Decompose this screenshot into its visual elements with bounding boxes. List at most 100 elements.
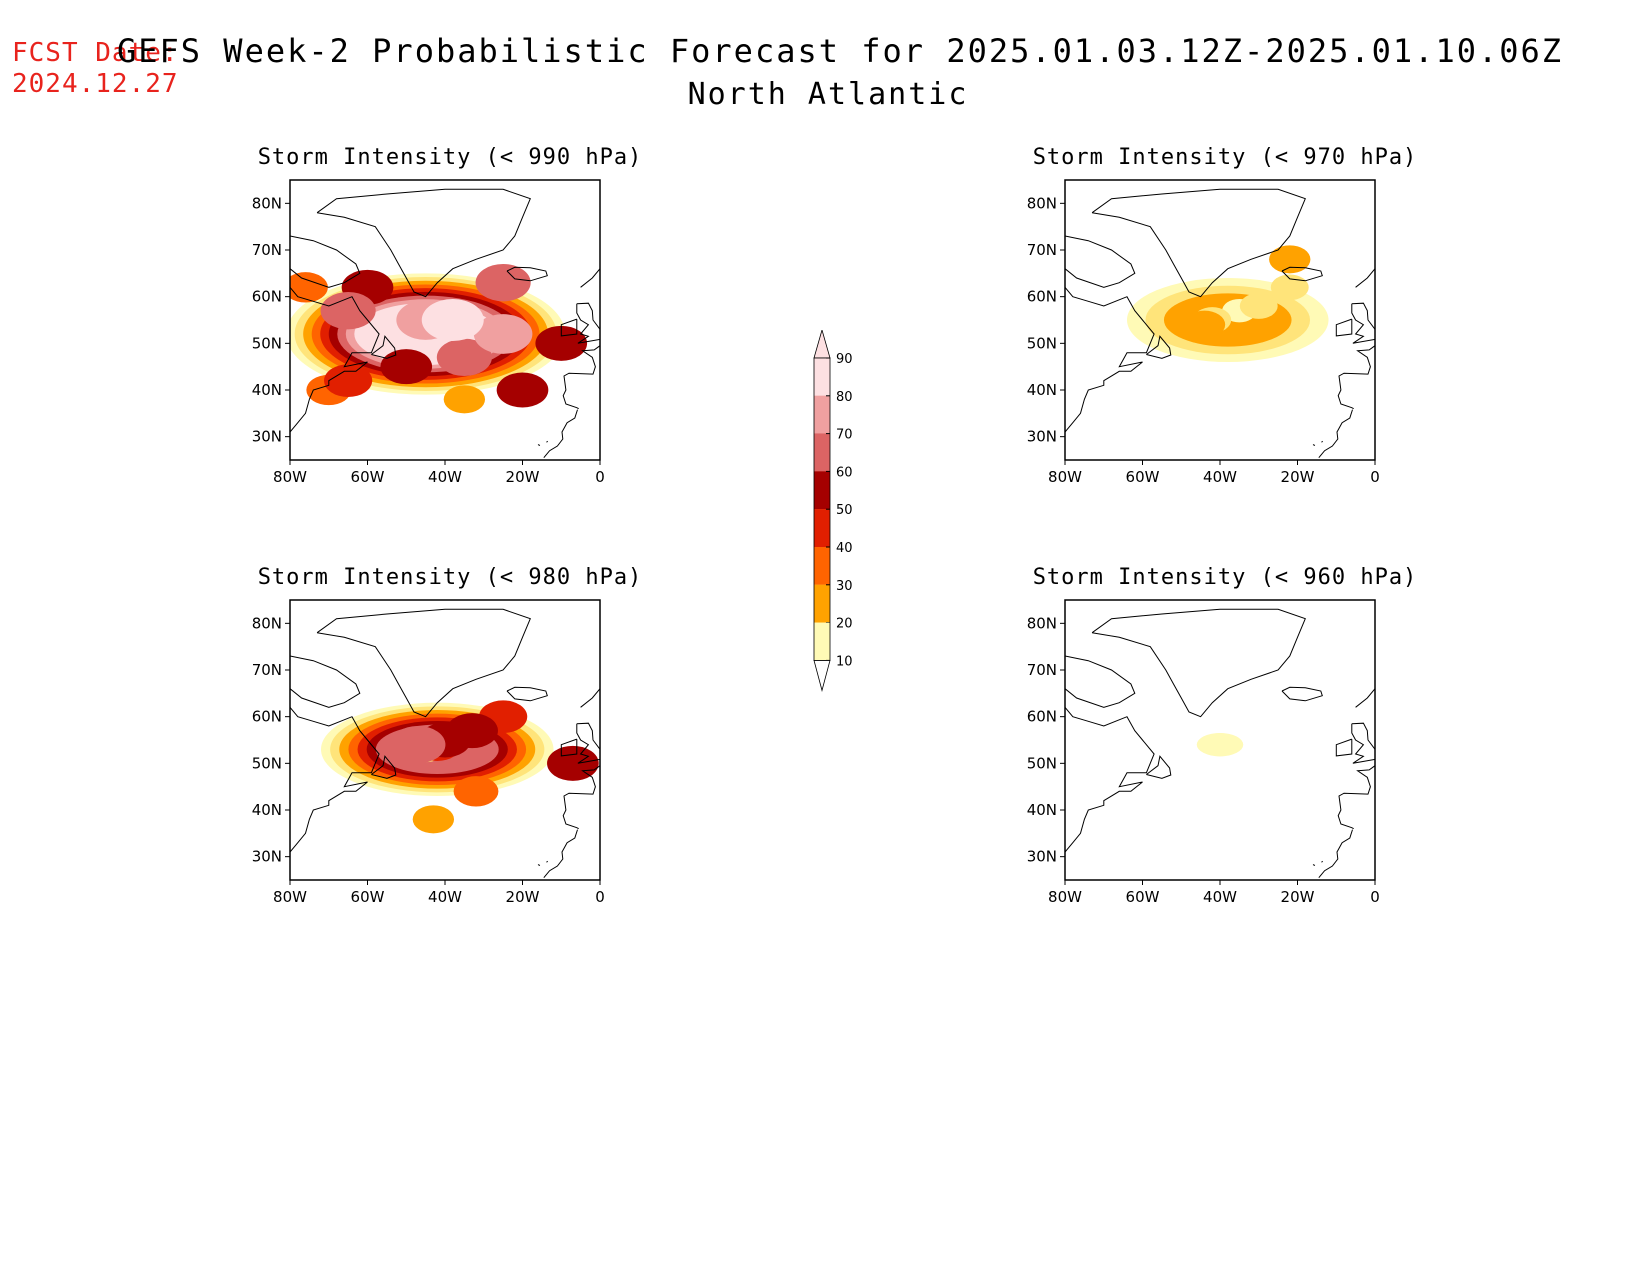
coastline — [1146, 335, 1172, 359]
lon-tick-label: 0 — [595, 888, 605, 906]
coastline — [1065, 706, 1155, 854]
lat-tick-label: 60N — [252, 708, 282, 726]
coastline — [1312, 444, 1316, 446]
coastline — [1312, 864, 1316, 866]
coastline — [1318, 829, 1353, 879]
lon-tick-label: 80W — [273, 888, 307, 906]
lat-tick-label: 80N — [252, 614, 282, 632]
lat-tick-label: 30N — [252, 428, 282, 446]
lat-tick-label: 40N — [1027, 381, 1057, 399]
colorbar-swatch — [814, 622, 830, 661]
coastline — [576, 302, 600, 344]
lat-tick-label: 50N — [252, 334, 282, 352]
colorbar-bottom-cap — [813, 660, 831, 692]
coastline — [290, 286, 380, 434]
colorbar-frame — [813, 357, 831, 661]
panel-990: Storm Intensity (< 990 hPa) 80N 70N 60N 50N… — [250, 145, 650, 505]
probability-region — [473, 314, 533, 354]
coastline — [1321, 440, 1324, 443]
coastline — [290, 655, 361, 708]
coastline — [560, 738, 578, 757]
probability-region — [547, 745, 599, 781]
coastline — [1091, 188, 1306, 298]
colorbar-label: 60 — [836, 465, 853, 480]
lat-tick-label: 70N — [252, 241, 282, 259]
colorbar-swatch — [814, 433, 830, 472]
probability-region — [421, 299, 484, 341]
lon-tick-label: 40W — [428, 888, 462, 906]
lat-tick-label: 50N — [252, 754, 282, 772]
lat-tick-label: 60N — [1027, 708, 1057, 726]
subtitle: North Atlantic — [687, 77, 969, 112]
lon-tick-label: 60W — [1126, 468, 1160, 486]
colorbar-swatch — [814, 547, 830, 585]
lon-tick-label: 0 — [1370, 468, 1380, 486]
lat-tick-label: 30N — [1027, 428, 1057, 446]
coastline — [1318, 409, 1353, 459]
panel-title: Storm Intensity (< 990 hPa) — [257, 145, 643, 170]
forecast-date-label: FCST Date: — [12, 38, 179, 68]
coastline — [1065, 286, 1155, 434]
lat-tick-label: 40N — [252, 801, 282, 819]
coastline — [560, 318, 578, 337]
lat-tick-label: 70N — [252, 661, 282, 679]
coastline — [537, 444, 541, 446]
probability-region — [324, 364, 373, 397]
colorbar-top-cap — [813, 330, 831, 359]
probability-region — [390, 726, 446, 764]
forecast-date-value: 2024.12.27 — [12, 69, 179, 99]
coastline — [316, 188, 531, 298]
main-title: GEFS Week-2 Probabilistic Forecast for 2… — [116, 32, 1564, 70]
coastline — [1335, 318, 1353, 337]
colorbar-label: 40 — [836, 541, 853, 556]
coastline — [576, 722, 600, 764]
lon-tick-label: 60W — [351, 888, 385, 906]
coastline — [316, 608, 531, 718]
coastline — [506, 266, 548, 282]
coastline — [546, 440, 549, 443]
lon-tick-label: 0 — [595, 468, 605, 486]
colorbar-swatch — [814, 395, 830, 434]
probability-region — [1270, 274, 1309, 301]
panel-960: Storm Intensity (< 960 hPa) 80N 70N 60N 50N… — [1025, 565, 1425, 925]
colorbar-swatch — [814, 509, 830, 547]
colorbar-label: 20 — [836, 617, 853, 632]
coastline — [1281, 266, 1323, 282]
probability-region — [443, 385, 486, 414]
coastline — [543, 829, 578, 879]
coastline — [290, 235, 361, 288]
lon-tick-label: 80W — [1048, 468, 1082, 486]
lat-tick-label: 60N — [252, 288, 282, 306]
coastline — [371, 335, 397, 359]
coastline — [543, 409, 578, 459]
panel-title: Storm Intensity (< 980 hPa) — [257, 565, 643, 590]
lat-tick-label: 50N — [1027, 754, 1057, 772]
coastline — [506, 686, 548, 702]
coastline — [1355, 688, 1375, 708]
coastline — [1351, 722, 1375, 764]
colorbar-swatch — [814, 358, 830, 396]
map: 80N 70N 60N 50N 40N 30N 80W 60W 40W 20W 0 — [252, 599, 605, 906]
colorbar-label: 30 — [836, 579, 853, 594]
probability-region — [1269, 245, 1311, 274]
lat-tick-label: 50N — [1027, 334, 1057, 352]
coastline — [1146, 755, 1172, 779]
colorbar-label: 70 — [836, 428, 853, 443]
probability-region — [1202, 733, 1238, 757]
lat-tick-label: 80N — [1027, 614, 1057, 632]
probability-region — [446, 713, 498, 749]
lat-tick-label: 30N — [1027, 848, 1057, 866]
lon-tick-label: 0 — [1370, 888, 1380, 906]
coastline — [1355, 268, 1375, 288]
colorbar-label: 80 — [836, 390, 853, 405]
lat-tick-label: 60N — [1027, 288, 1057, 306]
colorbar-label: 90 — [836, 352, 853, 367]
coastline — [1065, 655, 1136, 708]
panel-970: Storm Intensity (< 970 hPa) 80N 70N 60N 50N… — [1025, 145, 1425, 505]
probability-region — [1239, 293, 1278, 319]
panel-980: Storm Intensity (< 980 hPa) 80N 70N 60N 50N… — [250, 565, 650, 925]
lat-tick-label: 70N — [1027, 661, 1057, 679]
coastline — [1091, 608, 1306, 718]
lon-tick-label: 20W — [1281, 888, 1315, 906]
colorbar: 90 80 70 60 50 40 30 20 10 — [813, 330, 853, 692]
